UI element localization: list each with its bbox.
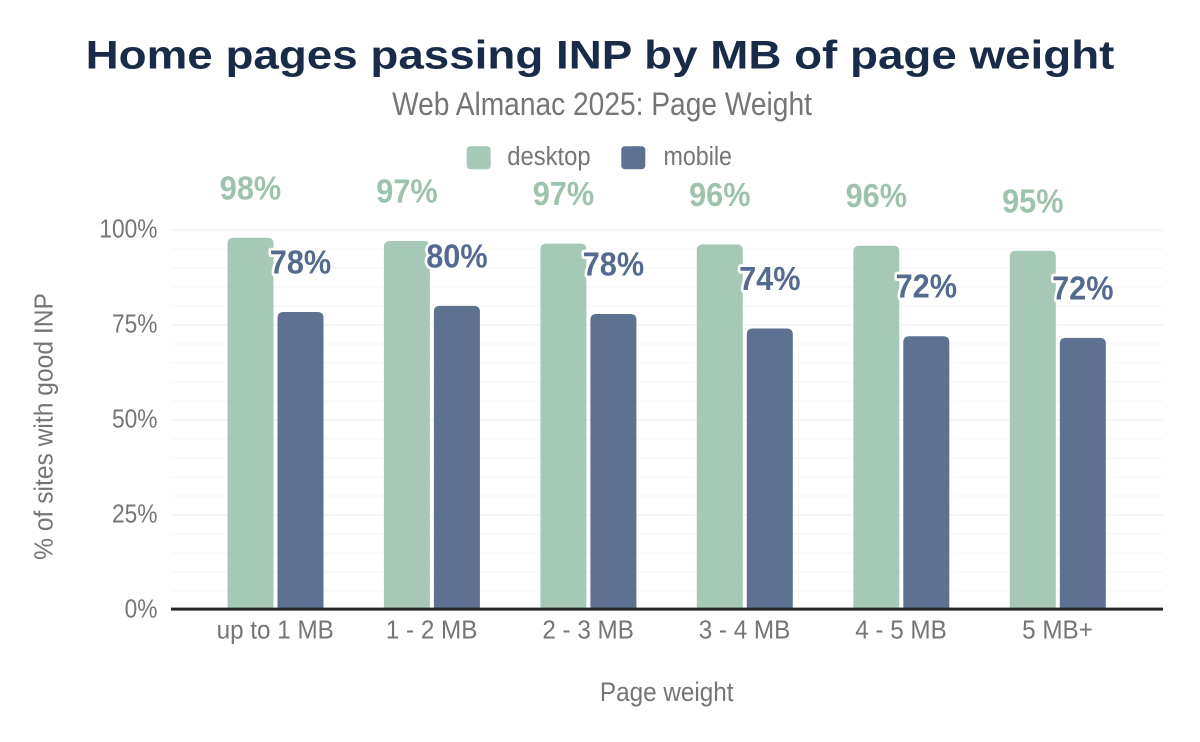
svg-text:4 - 5 MB: 4 - 5 MB: [855, 616, 947, 645]
svg-text:2 - 3 MB: 2 - 3 MB: [542, 616, 634, 645]
svg-text:5 MB+: 5 MB+: [1022, 616, 1093, 645]
svg-text:95%: 95%: [1002, 182, 1063, 219]
svg-text:0%: 0%: [125, 595, 158, 624]
svg-text:96%: 96%: [689, 176, 750, 213]
svg-text:25%: 25%: [112, 500, 158, 529]
svg-text:1 - 2 MB: 1 - 2 MB: [386, 616, 478, 645]
svg-text:97%: 97%: [533, 175, 594, 212]
svg-text:98%: 98%: [220, 169, 281, 206]
svg-text:78%: 78%: [270, 243, 331, 280]
svg-text:Page weight: Page weight: [600, 678, 734, 707]
svg-text:Home pages passing INP by MB o: Home pages passing INP by MB of page wei…: [86, 33, 1115, 78]
svg-text:100%: 100%: [99, 215, 157, 244]
svg-text:75%: 75%: [112, 310, 158, 339]
svg-text:up to 1 MB: up to 1 MB: [217, 616, 334, 645]
svg-text:50%: 50%: [112, 405, 158, 434]
svg-text:72%: 72%: [1052, 269, 1113, 306]
svg-text:% of sites with good INP: % of sites with good INP: [30, 293, 59, 560]
svg-text:72%: 72%: [896, 268, 957, 305]
svg-text:3 - 4 MB: 3 - 4 MB: [699, 616, 791, 645]
svg-text:74%: 74%: [739, 260, 800, 297]
svg-text:78%: 78%: [583, 245, 644, 282]
svg-text:Web Almanac 2025: Page Weight: Web Almanac 2025: Page Weight: [392, 87, 812, 122]
svg-text:96%: 96%: [846, 177, 907, 214]
svg-text:97%: 97%: [376, 172, 437, 209]
svg-text:desktop: desktop: [507, 142, 590, 171]
svg-text:mobile: mobile: [664, 143, 732, 171]
svg-text:80%: 80%: [426, 237, 487, 274]
